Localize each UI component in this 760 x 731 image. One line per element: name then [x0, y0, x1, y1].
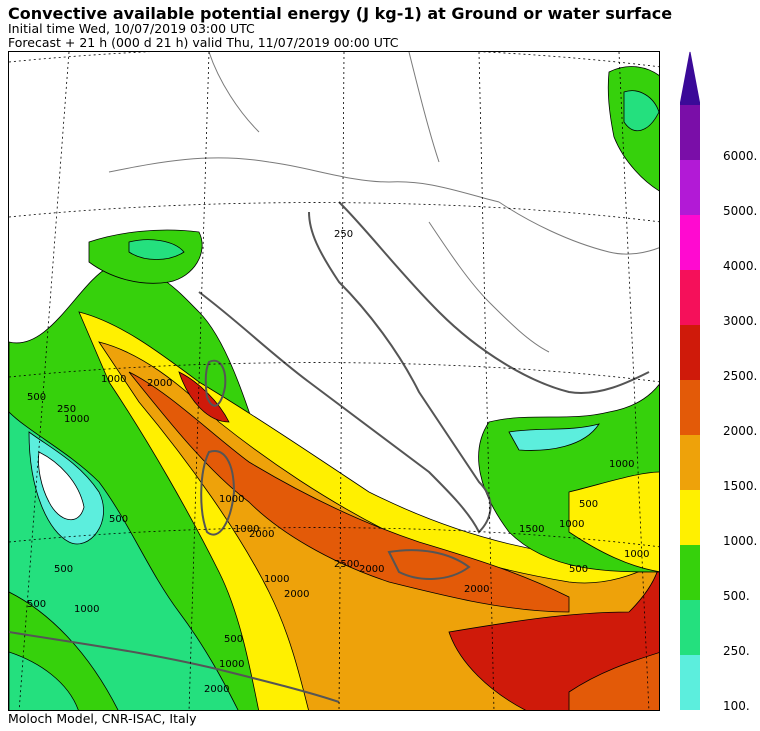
- legend-swatch: [680, 545, 700, 600]
- color-legend: 6000. 5000. 4000. 3000. 2500. 2000. 1500. 1000.…: [680, 50, 760, 713]
- field-1500-central: [98, 341, 659, 710]
- legend-label: 250.: [723, 644, 750, 658]
- contour-label: 500: [579, 499, 598, 510]
- border-east: [498, 201, 659, 255]
- legend-label: 1500.: [723, 479, 758, 493]
- contour-label: 500: [27, 392, 46, 403]
- forecast-time: Forecast + 21 h (000 d 21 h) valid Thu, …: [8, 34, 399, 50]
- legend-swatch: [680, 270, 700, 325]
- borders: [108, 52, 659, 353]
- contour-label: 2000: [359, 564, 384, 575]
- coast-adriatic: [338, 201, 650, 394]
- legend-label: 3000.: [723, 314, 758, 328]
- contour-label: 1000: [219, 659, 244, 670]
- contour-label: 250: [57, 404, 76, 415]
- legend-top-arrow: [680, 51, 700, 105]
- field-white-west: [38, 451, 85, 520]
- legend-label: 6000.: [723, 149, 758, 163]
- coast-sicily: [387, 549, 471, 580]
- contour-label: 2500: [334, 559, 359, 570]
- contour-label: 500: [109, 514, 128, 525]
- contour-label: 1000: [219, 494, 244, 505]
- contour-label: 500: [54, 564, 73, 575]
- legend-swatch: [680, 160, 700, 215]
- field-250-west-b: [9, 651, 79, 710]
- contour-label: 1000: [74, 604, 99, 615]
- contour-label: 250: [334, 229, 353, 240]
- field-2000-south: [568, 652, 659, 710]
- legend-swatch: [680, 490, 700, 545]
- legend-label: 2500.: [723, 369, 758, 383]
- contour-label: 1000: [609, 459, 634, 470]
- contour-label: 1000: [264, 574, 289, 585]
- contour-label: 500: [224, 634, 243, 645]
- border-north-2: [408, 52, 440, 163]
- field-2000-central: [128, 371, 570, 613]
- field-250-north-east: [623, 90, 659, 132]
- coastlines: [9, 201, 650, 703]
- contour-label: 2000: [204, 684, 229, 695]
- contour-label: 2000: [464, 584, 489, 595]
- coast-north-africa: [9, 631, 340, 703]
- contour-label: 1000: [64, 414, 89, 425]
- legend-label: 2000.: [723, 424, 758, 438]
- contour-label: 1500: [519, 524, 544, 535]
- coast-sardinia: [200, 450, 236, 536]
- contour-label: 2000: [147, 378, 172, 389]
- contour-label: 1000: [624, 549, 649, 560]
- initial-time: Initial time Wed, 10/07/2019 03:00 UTC: [8, 21, 255, 36]
- field-1000-east: [568, 471, 659, 573]
- legend-swatch: [680, 380, 700, 435]
- contour-label: 1000: [559, 519, 584, 530]
- field-100-east: [508, 423, 600, 451]
- contour-label: 500: [569, 564, 588, 575]
- model-credit: Moloch Model, CNR-ISAC, Italy: [8, 711, 197, 726]
- legend-label: 1000.: [723, 534, 758, 548]
- legend-label: 5000.: [723, 204, 758, 218]
- legend-swatch: [680, 600, 700, 655]
- legend-swatch: [680, 105, 700, 160]
- legend-label: 4000.: [723, 259, 758, 273]
- field-250-north-west: [128, 239, 185, 260]
- chart-header: Convective available potential energy (J…: [8, 6, 672, 49]
- border-alps: [108, 157, 500, 203]
- legend-swatch: [680, 325, 700, 380]
- legend-label: 500.: [723, 589, 750, 603]
- contour-label: 2000: [249, 529, 274, 540]
- field-2500-central: [178, 371, 230, 423]
- legend-swatch: [680, 655, 700, 710]
- contour-label: 1000: [234, 524, 259, 535]
- legend-swatch: [680, 435, 700, 490]
- coast-corsica: [204, 359, 227, 407]
- border-north: [208, 52, 260, 133]
- contour-label: 2000: [284, 589, 309, 600]
- chart-title: Convective available potential energy (J…: [8, 4, 673, 23]
- contour-label: 1000: [101, 374, 126, 385]
- contour-label: 500: [27, 599, 46, 610]
- coast-italy: [198, 211, 492, 534]
- cape-fields: [9, 66, 659, 710]
- border-balkans: [428, 221, 550, 353]
- legend-label: 100.: [723, 699, 750, 713]
- legend-swatch: [680, 215, 700, 270]
- cape-map: 250 1000 2000 1000 500 250 500 500 500 1000 1000 10…: [8, 51, 660, 711]
- graticule: [9, 52, 659, 710]
